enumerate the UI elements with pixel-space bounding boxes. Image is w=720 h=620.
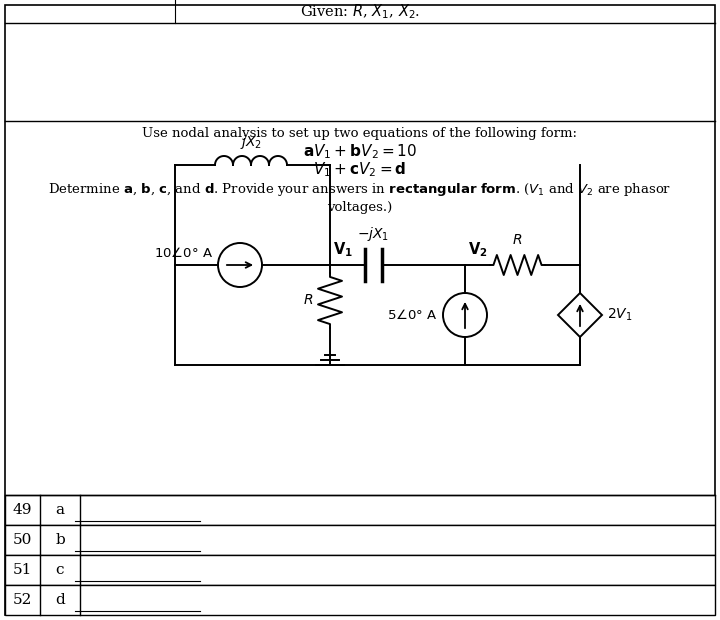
Text: $\mathbf{a}V_1 + \mathbf{b}V_2 = 10$: $\mathbf{a}V_1 + \mathbf{b}V_2 = 10$ <box>303 143 417 161</box>
Text: 49: 49 <box>12 503 32 517</box>
Text: $R$: $R$ <box>303 293 313 308</box>
Text: a: a <box>55 503 65 517</box>
Text: Given: $R$, $X_1$, $X_2$.: Given: $R$, $X_1$, $X_2$. <box>300 2 420 21</box>
Text: 52: 52 <box>12 593 32 607</box>
Text: $V_1 + \mathbf{c}V_2 = \mathbf{d}$: $V_1 + \mathbf{c}V_2 = \mathbf{d}$ <box>313 161 407 179</box>
Text: c: c <box>55 563 64 577</box>
Text: Use nodal analysis to set up two equations of the following form:: Use nodal analysis to set up two equatio… <box>143 126 577 140</box>
Text: b: b <box>55 533 65 547</box>
Text: 50: 50 <box>12 533 32 547</box>
Text: $\mathbf{V_1}$: $\mathbf{V_1}$ <box>333 241 353 259</box>
Text: 51: 51 <box>12 563 32 577</box>
Bar <box>5 585 715 615</box>
Text: $10\angle 0°\ \mathrm{A}$: $10\angle 0°\ \mathrm{A}$ <box>154 246 213 260</box>
Text: voltages.): voltages.) <box>328 200 392 213</box>
Text: $2V_1$: $2V_1$ <box>607 307 633 323</box>
Text: $5\angle 0°\ \mathrm{A}$: $5\angle 0°\ \mathrm{A}$ <box>387 308 438 322</box>
Text: $\mathbf{V_2}$: $\mathbf{V_2}$ <box>468 241 487 259</box>
Text: $R$: $R$ <box>513 233 523 247</box>
Bar <box>5 495 715 525</box>
Text: $-jX_1$: $-jX_1$ <box>357 225 390 243</box>
Bar <box>5 555 715 585</box>
Text: Determine $\mathbf{a}$, $\mathbf{b}$, $\mathbf{c}$, and $\mathbf{d}$. Provide yo: Determine $\mathbf{a}$, $\mathbf{b}$, $\… <box>48 182 672 198</box>
Text: d: d <box>55 593 65 607</box>
Text: $jX_2$: $jX_2$ <box>240 133 262 151</box>
Bar <box>5 525 715 555</box>
